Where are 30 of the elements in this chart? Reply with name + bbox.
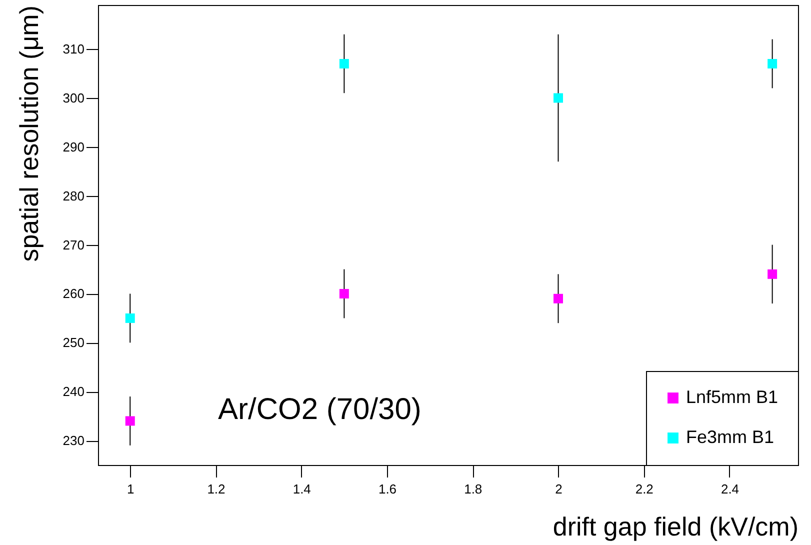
y-tick-label: 280 xyxy=(62,188,84,204)
y-tick-label: 260 xyxy=(62,286,84,302)
point xyxy=(125,416,135,426)
y-tick-label: 310 xyxy=(62,42,84,57)
x-tick-label: 1.2 xyxy=(207,482,226,496)
x-tick-label: 1 xyxy=(126,482,134,496)
y-axis-title: spatial resolution (μm) xyxy=(14,6,44,262)
point xyxy=(339,58,349,68)
x-tick-label: 2.2 xyxy=(635,482,654,496)
x-tick-label: 1.6 xyxy=(378,482,397,496)
x-tick-label: 2 xyxy=(555,482,562,496)
point xyxy=(554,93,563,103)
point xyxy=(768,58,778,68)
y-tick-label: 290 xyxy=(62,139,84,154)
y-tick-label: 250 xyxy=(62,335,84,350)
x-tick-label: 1.8 xyxy=(464,482,482,496)
point xyxy=(768,269,778,279)
legend-label: Fe3mm B1 xyxy=(686,427,774,447)
y-tick-label: 240 xyxy=(62,384,84,400)
point xyxy=(554,294,563,304)
y-tick-label: 300 xyxy=(62,90,84,106)
y-tick-label: 230 xyxy=(62,433,84,448)
x-tick-label: 1.4 xyxy=(292,482,311,496)
annotation: Ar/CO2 (70/30) xyxy=(218,393,422,426)
legend-label: Lnf5mm B1 xyxy=(686,387,778,407)
point xyxy=(339,288,349,298)
x-tick-label: 2.4 xyxy=(720,482,740,496)
point xyxy=(125,313,135,323)
y-tick-label: 270 xyxy=(62,237,84,252)
x-axis-title: drift gap field (kV/cm) xyxy=(552,512,798,542)
